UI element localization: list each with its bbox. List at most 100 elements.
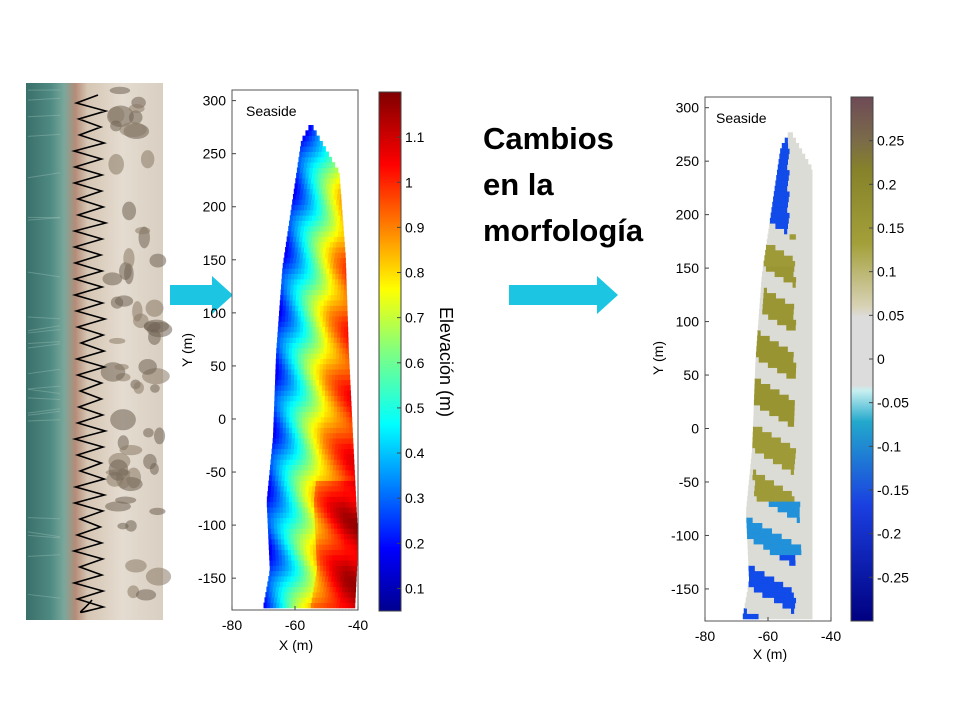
- change-cell: [772, 340, 777, 347]
- change-cell: [804, 586, 808, 593]
- change-cell: [773, 560, 778, 566]
- elevation-cell: [287, 443, 292, 450]
- change-cell: [778, 538, 783, 545]
- elevation-cell: [298, 199, 303, 206]
- elevation-cell: [300, 591, 304, 598]
- elevation-cell: [296, 194, 300, 200]
- elevation-cell: [333, 459, 338, 466]
- elevation-cell: [318, 257, 322, 264]
- change-cell: [776, 196, 780, 203]
- change-cell: [787, 308, 792, 315]
- elevation-cell: [336, 241, 340, 248]
- change-cell: [811, 383, 813, 390]
- change-cell: [751, 570, 756, 577]
- elevation-cell: [319, 162, 324, 168]
- elevation-cell: [279, 422, 284, 428]
- change-cell: [807, 287, 812, 294]
- elevation-cell: [301, 220, 306, 227]
- change-cell: [771, 351, 776, 358]
- change-cell: [807, 175, 812, 181]
- elevation-cell: [310, 162, 314, 168]
- elevation-cell: [297, 549, 301, 556]
- elevation-cell: [306, 252, 310, 259]
- change-cell: [806, 180, 811, 187]
- elevation-cell: [283, 485, 288, 492]
- elevation-cell: [325, 369, 330, 375]
- change-cell: [797, 340, 802, 347]
- elevation-cell: [286, 459, 290, 466]
- change-cell: [782, 217, 787, 224]
- elevation-cell: [293, 385, 298, 391]
- change-cell: [783, 511, 788, 518]
- change-cell: [766, 340, 770, 347]
- elevation-cell: [322, 549, 327, 556]
- elevation-cell: [296, 400, 300, 407]
- change-cell: [806, 533, 811, 540]
- change-cell: [765, 474, 769, 481]
- change-cell: [805, 479, 810, 486]
- change-cell: [793, 442, 797, 449]
- elevation-cell: [298, 300, 303, 306]
- elevation-cell: [329, 183, 333, 190]
- elevation-cell: [348, 565, 353, 572]
- elevation-cell: [334, 485, 338, 492]
- change-cell: [766, 410, 770, 417]
- change-cell: [757, 394, 761, 401]
- change-cell: [787, 426, 792, 433]
- elevation-cell: [340, 390, 345, 397]
- x-tick-label: -60: [285, 617, 305, 633]
- change-cell: [783, 506, 788, 513]
- elevation-cell: [332, 554, 336, 561]
- elevation-cell: [352, 597, 356, 603]
- elevation-cell: [338, 247, 343, 253]
- change-cell: [797, 404, 802, 411]
- elevation-cell: [279, 416, 284, 423]
- change-cell: [796, 437, 801, 443]
- change-cell: [781, 351, 785, 358]
- change-cell: [762, 469, 766, 475]
- change-cell: [776, 239, 780, 245]
- elevation-cell: [331, 390, 335, 397]
- elevation-cell: [316, 247, 321, 253]
- change-cell: [753, 463, 758, 470]
- elevation-cell: [347, 443, 352, 450]
- elevation-cell: [285, 262, 290, 269]
- change-cell: [795, 175, 799, 181]
- elevation-cell: [300, 438, 305, 444]
- elevation-cell: [331, 549, 336, 556]
- elevation-cell: [319, 321, 323, 328]
- elevation-cell: [333, 241, 337, 248]
- vegetation-patch: [123, 248, 135, 269]
- elevation-cell: [334, 188, 339, 195]
- change-cell: [805, 191, 809, 197]
- wave-foam: [27, 133, 61, 137]
- elevation-cell: [333, 199, 337, 206]
- elevation-cell: [300, 570, 305, 577]
- change-cell: [761, 581, 765, 588]
- change-cell: [773, 383, 777, 390]
- change-cell: [784, 533, 789, 540]
- elevation-cell: [328, 188, 332, 195]
- vegetation-patch: [150, 384, 160, 393]
- change-cell: [811, 255, 813, 262]
- elevation-cell: [313, 183, 317, 190]
- elevation-cell: [353, 480, 356, 487]
- elevation-cell: [344, 374, 349, 381]
- change-cell: [803, 415, 808, 422]
- elevation-cell: [274, 576, 279, 582]
- change-cell: [757, 335, 761, 342]
- elevation-cell: [333, 220, 337, 227]
- change-cell: [786, 576, 791, 582]
- elevation-cell: [325, 554, 330, 561]
- elevation-cell: [327, 236, 332, 243]
- elevation-cell: [323, 241, 328, 248]
- change-cell: [772, 410, 776, 417]
- change-cell: [804, 453, 809, 459]
- colorbar-tick-label: 0.1: [405, 580, 425, 596]
- elevation-cell: [342, 501, 346, 508]
- elevation-cell: [291, 570, 295, 577]
- change-cell: [783, 447, 787, 454]
- elevation-cell: [335, 554, 339, 561]
- change-cell: [759, 351, 763, 358]
- x-tick-label: -40: [821, 628, 841, 644]
